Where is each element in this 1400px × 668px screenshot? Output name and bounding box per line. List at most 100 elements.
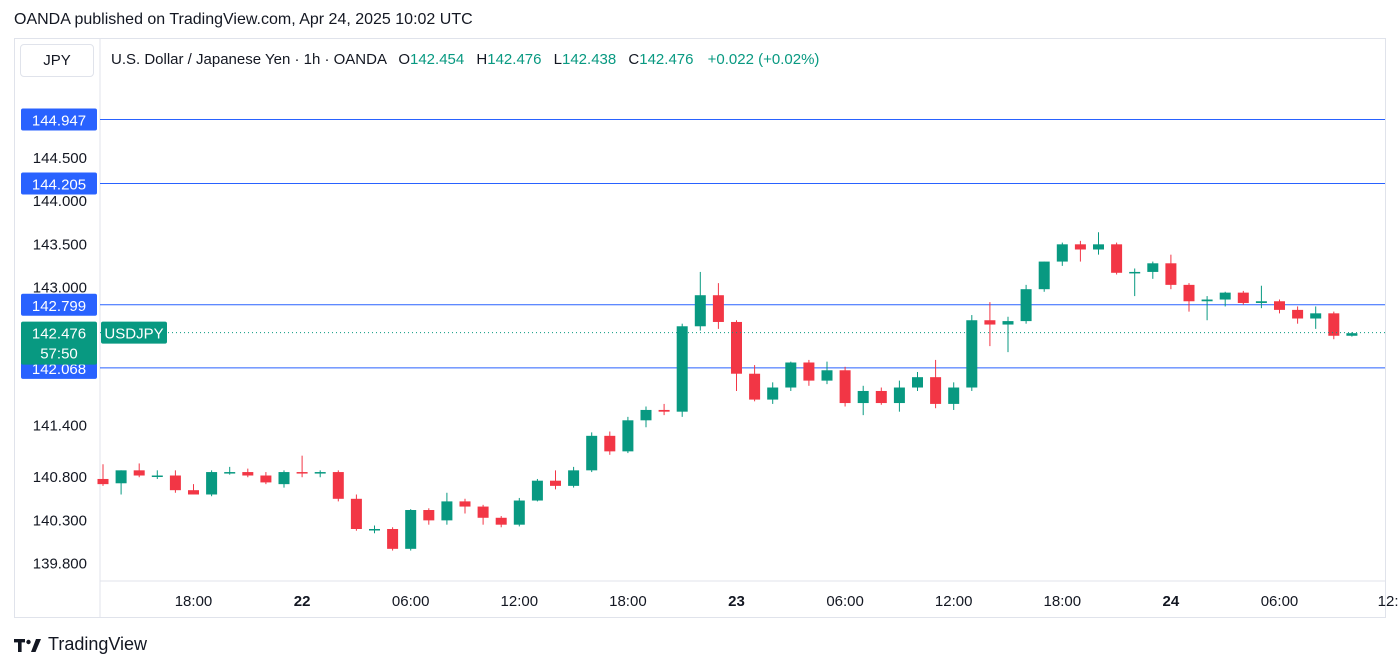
candle-body	[1237, 292, 1249, 303]
y-tick-label: 144.500	[33, 150, 87, 167]
candle-body	[242, 472, 254, 476]
x-tick-label: 12:	[1378, 593, 1399, 610]
candle-body	[948, 387, 960, 404]
candle-body	[1002, 321, 1014, 325]
candle-body	[206, 472, 218, 495]
candle-body	[712, 295, 724, 322]
candle-body	[459, 501, 471, 507]
candle-body	[405, 510, 417, 549]
level-price-label: 142.799	[32, 298, 86, 315]
candle-body	[188, 490, 199, 495]
candle-body	[1038, 261, 1050, 290]
level-price-tag	[21, 293, 97, 316]
candle-body	[640, 409, 652, 421]
symbol-tag	[101, 321, 167, 344]
candle-body	[839, 370, 851, 404]
x-tick-label: 23	[728, 593, 745, 610]
candle-body	[423, 510, 435, 521]
candle-body	[350, 498, 362, 529]
candle-body	[115, 470, 127, 484]
candle-body	[1292, 309, 1304, 319]
current-price-label: 142.476	[32, 326, 86, 343]
candle-body	[984, 320, 996, 325]
tradingview-logo-icon	[14, 638, 41, 652]
candle-body	[1310, 313, 1322, 319]
candle-body	[441, 501, 453, 521]
legend-change: +0.022 (+0.02%)	[707, 51, 820, 68]
candle-body	[875, 390, 887, 404]
candle-body	[731, 321, 742, 374]
candle-body	[586, 435, 598, 471]
candle-body	[278, 472, 290, 485]
y-tick-label: 141.400	[33, 417, 87, 434]
level-price-tag	[21, 172, 97, 195]
candle-body	[1346, 333, 1358, 336]
candle-body	[133, 470, 145, 476]
chart-frame	[14, 38, 1386, 618]
candle-body	[568, 470, 580, 486]
bar-countdown-label: 57:50	[40, 346, 78, 363]
symbol-tag-label: USDJPY	[104, 326, 163, 343]
candle-body	[857, 390, 869, 404]
x-tick-label: 12:00	[935, 593, 973, 610]
candle-body	[387, 528, 399, 549]
candle-body	[1274, 301, 1285, 310]
published-caption: OANDA published on TradingView.com, Apr …	[14, 11, 473, 28]
x-tick-label: 12:00	[501, 593, 539, 610]
legend-open-value: 142.454	[410, 51, 465, 68]
candle-body	[912, 377, 923, 388]
candle-body	[260, 475, 272, 483]
candle-body	[1020, 289, 1032, 322]
x-tick-label: 18:00	[1044, 593, 1082, 610]
y-tick-label: 143.000	[33, 279, 87, 296]
legend-low-value: 142.438	[562, 51, 617, 68]
brand-name: TradingView	[48, 634, 148, 654]
candle-body	[1147, 263, 1159, 272]
candle-body	[694, 295, 706, 327]
y-tick-label: 140.300	[33, 512, 87, 529]
candle-body	[749, 373, 761, 400]
candle-body	[1165, 263, 1177, 285]
brand-footer: TradingView	[14, 634, 147, 655]
candle-body	[1255, 301, 1267, 303]
symbol-search-button[interactable]: JPY	[20, 44, 94, 77]
level-price-label: 144.205	[32, 177, 86, 194]
candle-body	[495, 517, 507, 525]
candle-body	[332, 472, 344, 499]
candle-body	[97, 478, 109, 485]
legend-high-value: 142.476	[487, 51, 542, 68]
candle-body	[893, 387, 905, 404]
candle-body	[785, 362, 797, 388]
candle-body	[658, 409, 670, 412]
chart-legend: U.S. Dollar / Japanese Yen · 1h · OANDA …	[111, 51, 819, 68]
candle-body	[477, 506, 489, 518]
x-tick-label: 22	[294, 593, 311, 610]
x-tick-label: 18:00	[175, 593, 213, 610]
x-tick-label: 06:00	[1261, 593, 1299, 610]
candle-body	[1056, 244, 1068, 262]
y-tick-label: 144.000	[33, 193, 87, 210]
candle-body	[1183, 284, 1195, 302]
x-tick-label: 24	[1163, 593, 1180, 610]
legend-open-label: O	[398, 51, 410, 68]
candle-body	[1093, 244, 1104, 250]
legend-title: U.S. Dollar / Japanese Yen · 1h · OANDA	[111, 51, 387, 68]
candle-body	[369, 528, 380, 531]
legend-close-value: 142.476	[639, 51, 694, 68]
candle-body	[151, 475, 163, 478]
x-tick-label: 18:00	[609, 593, 647, 610]
legend-low-label: L	[553, 51, 562, 68]
x-tick-label: 06:00	[392, 593, 430, 610]
legend-close-label: C	[628, 51, 640, 68]
current-price-tag	[21, 321, 97, 365]
candle-body	[966, 320, 978, 388]
candle-body	[1201, 299, 1213, 302]
candle-body	[224, 472, 236, 474]
y-tick-label: 139.800	[33, 556, 87, 573]
candle-body	[1129, 271, 1141, 274]
candle-body	[821, 370, 833, 381]
candle-body	[531, 480, 543, 501]
level-price-label: 142.068	[32, 361, 86, 378]
level-price-tag	[21, 108, 97, 131]
